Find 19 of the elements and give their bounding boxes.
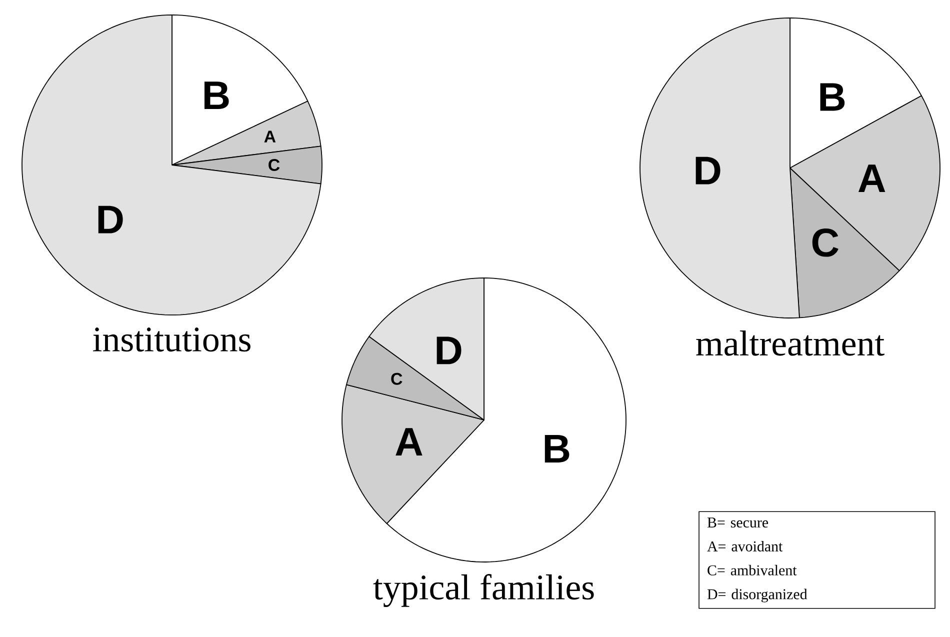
text: maltreatment (696, 330, 884, 356)
slice-label: B (820, 83, 845, 111)
text: institutions (93, 328, 250, 352)
slice-label: D (696, 156, 720, 184)
text: D= disorganized (707, 588, 808, 602)
slice-label: D (98, 206, 123, 234)
text: typical families (373, 574, 594, 608)
slice-label: D (436, 336, 462, 364)
slice-label: C (812, 228, 838, 257)
slice-label: A (396, 428, 422, 456)
text: A= avoidant (707, 540, 783, 552)
slice-label: B (204, 82, 229, 110)
slice-label: A (264, 130, 276, 142)
slice-label: C (391, 372, 402, 385)
slice-label: B (544, 435, 570, 462)
slice-label: C (268, 159, 280, 171)
text: C= ambivalent (708, 564, 797, 576)
text: B= secure (707, 518, 768, 528)
slice-label: A (858, 164, 886, 192)
